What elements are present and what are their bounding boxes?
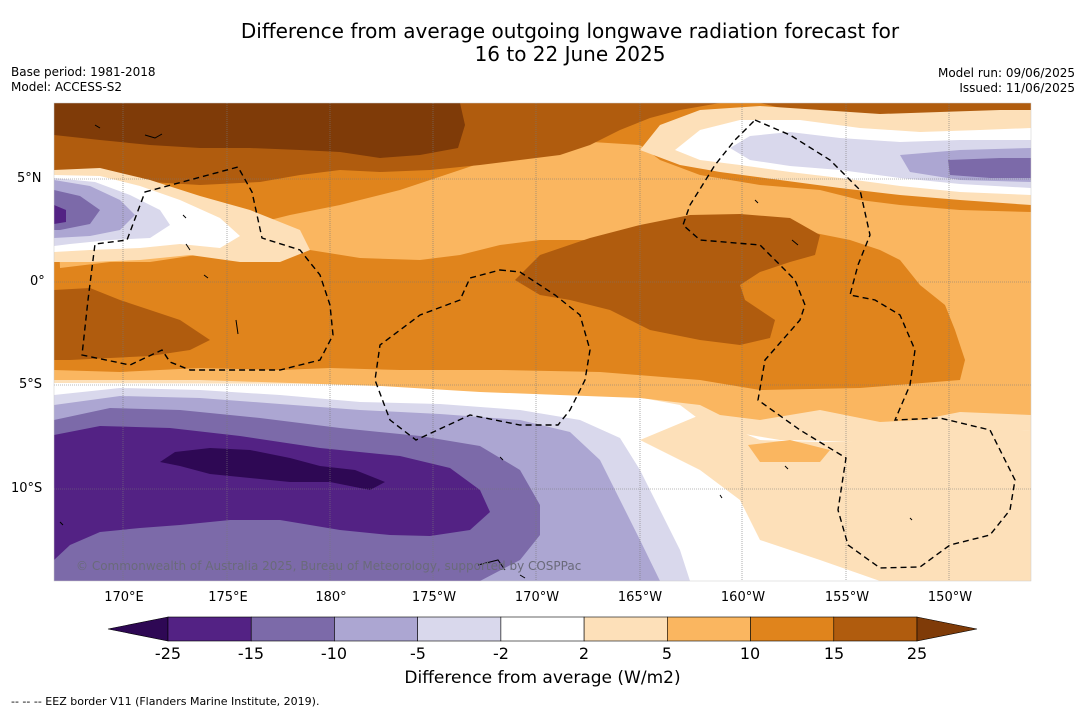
lon-label-175e: 175°E — [208, 590, 248, 605]
eez-border-2 — [374, 269, 591, 441]
eez-borders — [81, 119, 1016, 569]
lat-label-10s: 10°S — [11, 481, 43, 496]
map-frame — [53, 102, 1032, 582]
lon-label-175w: 175°W — [411, 590, 457, 605]
lon-label-150w: 150°W — [927, 590, 973, 605]
colorbar-tick: 10 — [739, 644, 761, 663]
eez-border-1 — [81, 166, 334, 371]
copyright-notice: © Commonwealth of Australia 2025, Bureau… — [76, 559, 582, 573]
lon-label-155w: 155°W — [824, 590, 870, 605]
meta-left: Base period: 1981-2018 Model: ACCESS-S2 — [11, 65, 156, 95]
lon-label-165w: 165°W — [617, 590, 663, 605]
colorbar-tick: 25 — [906, 644, 928, 663]
colorbar-segment — [667, 616, 751, 642]
lon-label-170e: 170°E — [104, 590, 144, 605]
colorbar-tick: -10 — [320, 644, 348, 663]
lat-label-5s: 5°S — [19, 377, 43, 392]
lon-label-170w: 170°W — [514, 590, 560, 605]
colorbar-extend-min — [107, 616, 169, 642]
field-neg-north-west-6 — [54, 205, 66, 224]
base-period: Base period: 1981-2018 — [11, 65, 156, 79]
model-name: Model: ACCESS-S2 — [11, 80, 123, 94]
colorbar-segment — [334, 616, 418, 642]
model-run: Model run: 09/06/2025 — [937, 66, 1075, 80]
colorbar-extend-max — [916, 616, 978, 642]
meta-right: Model run: 09/06/2025 Issued: 11/06/2025 — [938, 66, 1075, 96]
issued-date: Issued: 11/06/2025 — [959, 81, 1075, 95]
lat-label-5n: 5°N — [17, 171, 42, 186]
map-field — [54, 103, 1031, 581]
colorbar-segment — [583, 616, 668, 642]
eez-legend-note: -- -- -- EEZ border V11 (Flanders Marine… — [11, 695, 320, 708]
colorbar-tick: -5 — [410, 644, 426, 663]
colorbar-segment — [833, 616, 918, 642]
colorbar-segment — [750, 616, 835, 642]
field-5-10-south — [748, 440, 830, 462]
eez-border-3 — [682, 119, 1016, 569]
lon-label-160w: 160°W — [720, 590, 766, 605]
colorbar-label: Difference from average (W/m2) — [404, 668, 681, 688]
lat-label-0: 0° — [30, 274, 45, 289]
colorbar-tick: 2 — [578, 644, 590, 663]
field-neg-south-4 — [54, 426, 490, 560]
field-25-plus — [54, 103, 465, 158]
colorbar-segments — [107, 616, 978, 642]
gridlines — [54, 103, 1031, 581]
field-neg-north-east-4 — [948, 158, 1031, 178]
title-line-2: 16 to 22 June 2025 — [474, 42, 666, 66]
colorbar-tick: -25 — [154, 644, 182, 663]
colorbar-tick: -2 — [493, 644, 509, 663]
lon-label-180: 180° — [315, 590, 347, 605]
title-line-1: Difference from average outgoing longwav… — [240, 19, 900, 43]
colorbar-segment — [500, 616, 585, 642]
field-neg-south-5 — [160, 448, 385, 490]
field-15-25-central — [515, 214, 820, 345]
colorbar-tick: 5 — [661, 644, 673, 663]
colorbar-tick: -15 — [237, 644, 265, 663]
colorbar-segment — [167, 616, 252, 642]
field-2-5-south — [640, 415, 1031, 581]
colorbar-segment — [250, 616, 335, 642]
colorbar-segment — [417, 616, 502, 642]
colorbar-tick: 15 — [823, 644, 845, 663]
map-title: Difference from average outgoing longwav… — [0, 20, 1085, 66]
field-15-25-west — [54, 288, 210, 360]
islands — [59, 124, 913, 579]
